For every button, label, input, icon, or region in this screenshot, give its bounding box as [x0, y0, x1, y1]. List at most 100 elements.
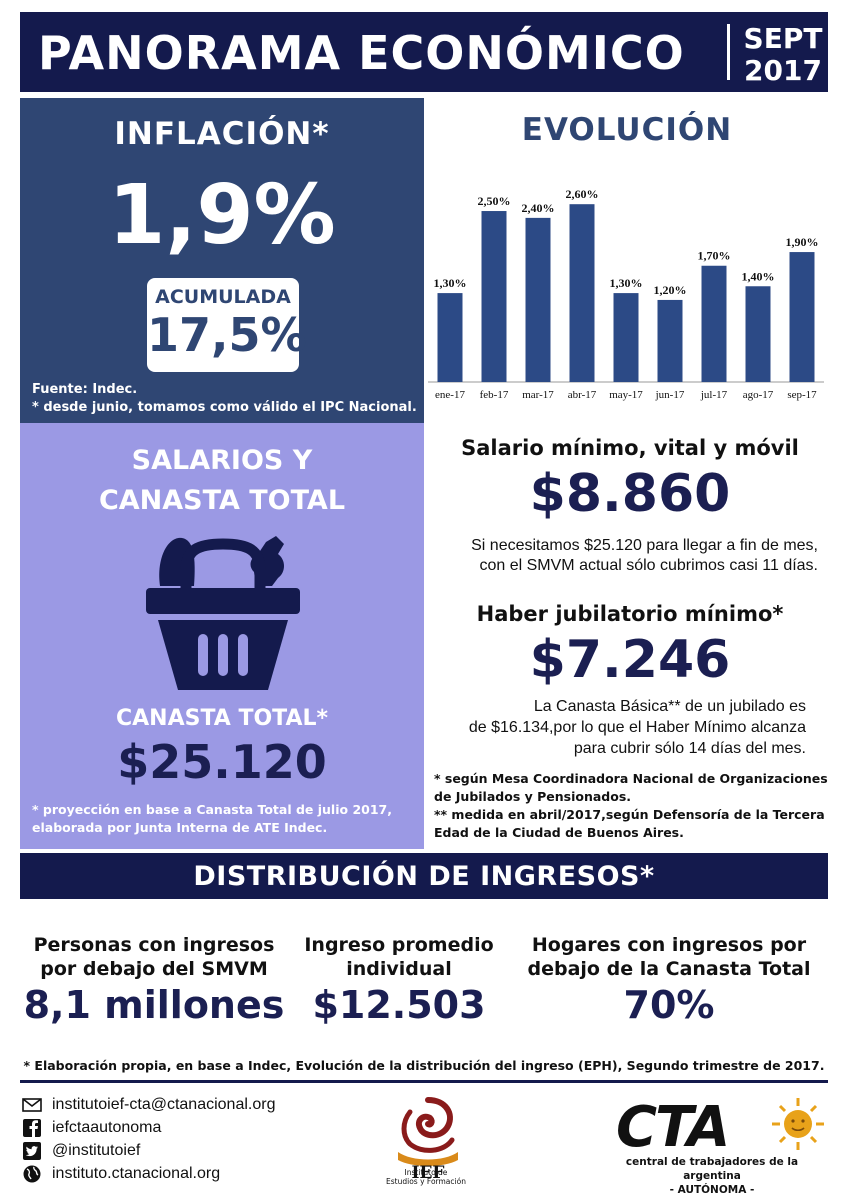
- ief-logo: IEF: [398, 1097, 458, 1183]
- distribution-banner: DISTRIBUCIÓN DE INGRESOS*: [20, 853, 828, 899]
- stat-label-line: Hogares con ingresos por: [531, 934, 807, 956]
- canasta-value: $25.120: [117, 735, 327, 789]
- inflation-panel: INFLACIÓN* 1,9% ACUMULADA 17,5% Fuente: …: [20, 98, 424, 423]
- smvm-text: Si necesitamos $25.120 para llegar a fin…: [432, 536, 828, 576]
- header-banner: PANORAMA ECONÓMICO SEPT 2017: [20, 12, 828, 92]
- stat-value-households: 70%: [623, 983, 715, 1027]
- cta-logo-text: CTA: [616, 1096, 728, 1158]
- shopping-basket-icon: [146, 536, 300, 690]
- x-tick-ene-17: ene-17: [435, 389, 465, 401]
- ief-caption: Instituto de Estudios y Formación: [376, 1168, 476, 1186]
- x-tick-ago-17: ago-17: [743, 389, 774, 401]
- data-label-sep-17: 1,90%: [786, 235, 819, 249]
- chart-title: EVOLUCIÓN: [521, 112, 733, 148]
- pension-note2-line1: ** medida en abril/2017,según Defensoría…: [434, 807, 825, 822]
- distribution-note: * Elaboración propia, en base a Indec, E…: [23, 1058, 825, 1073]
- data-label-mar-17: 2,40%: [522, 201, 555, 215]
- x-tick-mar-17: mar-17: [522, 389, 554, 401]
- header-date-year: 2017: [744, 54, 822, 87]
- pension-text-line2: de $16.134,por lo que el Haber Mínimo al…: [468, 719, 806, 736]
- pension-title: Haber jubilatorio mínimo*: [476, 602, 784, 626]
- pension-value: $7.246: [529, 630, 731, 690]
- stat-label-average-income: Ingreso promedio individual: [288, 933, 510, 981]
- contact-twitter[interactable]: @institutoief: [22, 1140, 140, 1162]
- canasta-label: CANASTA TOTAL*: [116, 706, 328, 731]
- canasta-note: * proyección en base a Canasta Total de …: [32, 801, 392, 837]
- salarios-title: SALARIOS Y CANASTA TOTAL: [20, 441, 424, 521]
- data-label-jun-17: 1,20%: [654, 283, 687, 297]
- bar-ago-17: [745, 286, 771, 382]
- pension-note1-line2: de Jubilados y Pensionados.: [434, 789, 632, 804]
- x-tick-may-17: may-17: [609, 389, 643, 401]
- page-title: PANORAMA ECONÓMICO: [38, 26, 685, 80]
- contact-facebook[interactable]: iefctaautonoma: [22, 1117, 161, 1139]
- inflation-source-line: Fuente: Indec.: [32, 382, 138, 397]
- header-date-month: SEPT: [743, 22, 823, 55]
- salarios-title-line2: CANASTA TOTAL: [98, 485, 346, 516]
- contact-twitter-text: @institutoief: [52, 1142, 141, 1159]
- accumulated-label: ACUMULADA: [155, 286, 291, 308]
- pension-note1-line1: * según Mesa Coordinadora Nacional de Or…: [434, 771, 828, 786]
- smvm-text-line2: con el SMVM actual sólo cubrimos casi 11…: [479, 557, 818, 574]
- footer-divider: [20, 1080, 828, 1083]
- inflation-source: Fuente: Indec. * desde junio, tomamos co…: [32, 381, 417, 417]
- pension-text: La Canasta Básica** de un jubilado es de…: [432, 696, 828, 759]
- email-icon: [22, 1098, 42, 1112]
- contact-email-text: institutoief-cta@ctanacional.org: [52, 1096, 276, 1113]
- ief-logo-text: IEF: [412, 1163, 445, 1183]
- data-label-may-17: 1,30%: [610, 276, 643, 290]
- contact-website[interactable]: instituto.ctanacional.org: [22, 1163, 220, 1185]
- ief-caption-line2: Estudios y Formación: [386, 1177, 466, 1186]
- smvm-text-line1: Si necesitamos $25.120 para llegar a fin…: [471, 537, 818, 554]
- stat-value-persons: 8,1 millones: [23, 983, 285, 1027]
- evolution-bar-chart: 1,30% ene-17 2,50% feb-17 2,40% mar-17 2,60% ab…: [428, 187, 824, 401]
- pension-text-line1: La Canasta Básica** de un jubilado es: [533, 698, 806, 715]
- canasta-note-line1: * proyección en base a Canasta Total de …: [32, 802, 392, 817]
- data-label-feb-17: 2,50%: [478, 194, 511, 208]
- inflation-title: INFLACIÓN*: [114, 116, 330, 152]
- inflation-note-line: * desde junio, tomamos como válido el IP…: [32, 400, 417, 415]
- pension-notes: * según Mesa Coordinadora Nacional de Or…: [434, 770, 828, 842]
- stat-label-line: por debajo del SMVM: [40, 958, 268, 980]
- accumulated-box: ACUMULADA 17,5%: [147, 278, 307, 372]
- contact-email[interactable]: institutoief-cta@ctanacional.org: [22, 1094, 275, 1116]
- header-divider: [727, 24, 730, 80]
- bar-abr-17: [569, 204, 595, 382]
- x-tick-abr-17: abr-17: [568, 389, 597, 401]
- bar-jul-17: [701, 265, 727, 382]
- smvm-value: $8.860: [529, 464, 731, 524]
- cta-caption-line2: - AUTÓNOMA -: [669, 1184, 755, 1196]
- salarios-panel: SALARIOS Y CANASTA TOTAL CANASTA TOTAL * …: [20, 423, 424, 849]
- pension-note2-line2: Edad de la Ciudad de Buenos Aires.: [434, 825, 684, 840]
- bar-jun-17: [657, 299, 683, 382]
- data-label-jul-17: 1,70%: [698, 249, 731, 263]
- x-tick-sep-17: sep-17: [787, 389, 817, 401]
- bar-mar-17: [525, 217, 551, 382]
- globe-icon: [23, 1165, 41, 1183]
- stat-label-households: Hogares con ingresos por debajo de la Ca…: [510, 933, 828, 981]
- cta-caption: central de trabajadores de la argentina …: [596, 1155, 828, 1197]
- stat-label-line: debajo de la Canasta Total: [527, 958, 811, 980]
- x-tick-feb-17: feb-17: [480, 389, 509, 401]
- twitter-icon: [23, 1142, 41, 1160]
- stat-label-persons: Personas con ingresos por debajo del SMV…: [20, 933, 288, 981]
- bar-feb-17: [481, 211, 507, 382]
- cta-logo: CTA: [616, 1096, 824, 1158]
- sun-icon: [772, 1098, 824, 1150]
- data-label-ago-17: 1,40%: [742, 269, 775, 283]
- data-label-ene-17: 1,30%: [434, 276, 467, 290]
- contact-website-text: instituto.ctanacional.org: [52, 1165, 221, 1182]
- stat-value-average-income: $12.503: [312, 983, 486, 1027]
- x-tick-jul-17: jul-17: [700, 389, 728, 401]
- accumulated-value: 17,5%: [147, 308, 307, 362]
- stat-label-line: Personas con ingresos: [33, 934, 275, 956]
- inflation-value: 1,9%: [108, 168, 336, 263]
- salarios-title-line1: SALARIOS Y: [131, 445, 313, 476]
- cta-caption-line1: central de trabajadores de la argentina: [625, 1156, 799, 1182]
- x-tick-jun-17: jun-17: [655, 389, 685, 401]
- bar-sep-17: [789, 252, 815, 382]
- data-label-abr-17: 2,60%: [566, 187, 599, 201]
- canasta-note-line2: elaborada por Junta Interna de ATE Indec…: [32, 820, 328, 835]
- pension-text-line3: para cubrir sólo 14 días del mes.: [573, 740, 806, 757]
- contact-facebook-text: iefctaautonoma: [52, 1119, 162, 1136]
